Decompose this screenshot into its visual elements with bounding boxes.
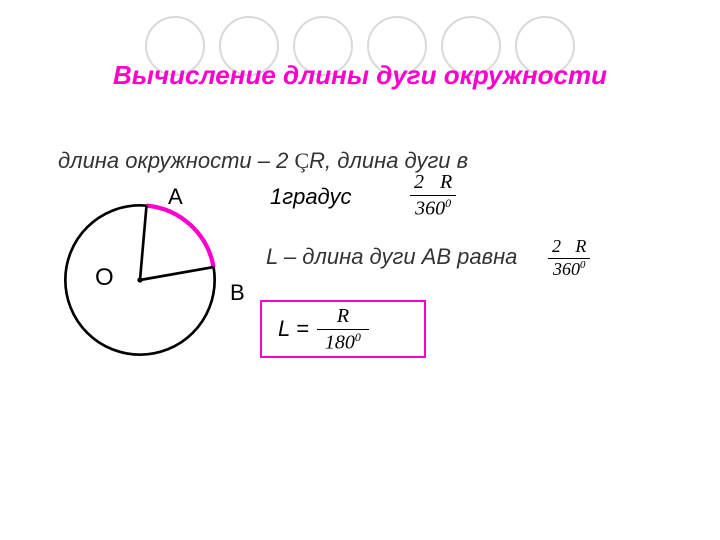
fraction-1: 2R 3600	[410, 170, 456, 221]
circumference-line: длина окружности – 2 ÇR, длина дуги в	[58, 148, 468, 174]
arc-length-line: L – длина дуги АВ равна	[266, 244, 517, 270]
label-O: O	[95, 264, 114, 292]
L-equals: L =	[278, 316, 309, 342]
label-B: B	[230, 280, 245, 306]
frac1-num: 2R	[410, 170, 456, 195]
circle-diagram	[60, 200, 220, 360]
page-title: Вычисление длины дуги окружности	[0, 60, 720, 91]
formula-box: L = R 1800	[260, 300, 426, 358]
alpha-suffix: 	[630, 248, 651, 281]
radius-OA	[140, 206, 147, 280]
glyph-1: Ç	[294, 148, 309, 173]
fraction-3: R 1800	[317, 304, 369, 355]
frac3-den: 1800	[317, 329, 369, 355]
center-dot	[137, 277, 142, 282]
frac1-den: 3600	[410, 195, 456, 221]
frac3-num: R	[317, 304, 369, 329]
one-degree-label: 1градус	[270, 184, 351, 210]
fraction-2: 2R 3600	[548, 234, 590, 280]
angle-alpha: 	[160, 240, 184, 279]
frac2-den: 3600	[548, 258, 590, 280]
line1-prefix: длина окружности – 2	[58, 148, 294, 173]
frac2-num: 2R	[548, 234, 590, 258]
